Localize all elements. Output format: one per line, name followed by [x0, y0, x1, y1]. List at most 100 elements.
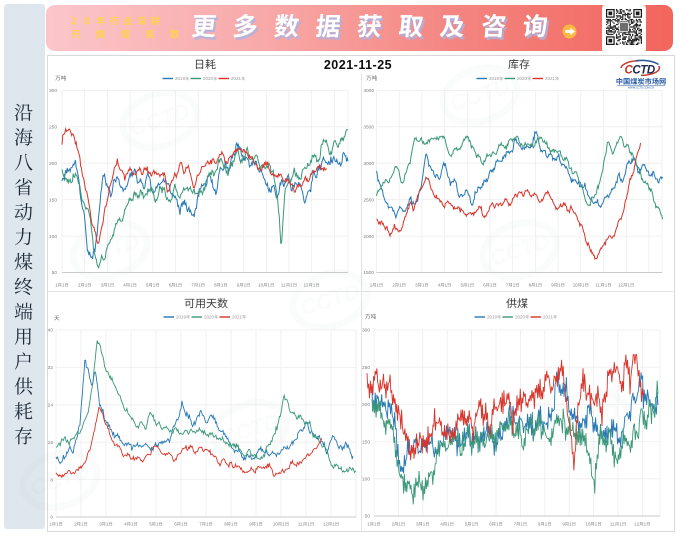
- svg-text:1: 1: [198, 283, 201, 288]
- svg-text:1: 1: [496, 522, 499, 527]
- svg-text:2: 2: [392, 283, 395, 288]
- svg-text:2020: 2020: [203, 76, 214, 81]
- svg-text:300: 300: [362, 328, 370, 334]
- svg-text:8: 8: [214, 283, 217, 288]
- svg-text:24: 24: [48, 403, 54, 409]
- svg-text:1: 1: [176, 283, 179, 288]
- svg-text:1: 1: [62, 283, 65, 288]
- svg-text:7: 7: [514, 522, 517, 527]
- svg-text:1: 1: [49, 522, 52, 527]
- svg-text:1: 1: [153, 283, 156, 288]
- svg-text:50: 50: [52, 270, 58, 276]
- svg-text:1: 1: [445, 283, 448, 288]
- svg-text:1: 1: [156, 522, 159, 527]
- svg-text:10: 10: [273, 522, 278, 527]
- svg-text:4: 4: [124, 522, 127, 527]
- svg-text:1: 1: [313, 283, 316, 288]
- svg-text:2: 2: [392, 522, 395, 527]
- svg-text:1: 1: [332, 522, 335, 527]
- svg-text:2020: 2020: [517, 76, 528, 81]
- svg-text:1: 1: [85, 283, 88, 288]
- svg-text:1: 1: [447, 522, 450, 527]
- svg-text:40: 40: [48, 328, 54, 334]
- svg-text:5: 5: [461, 283, 464, 288]
- svg-text:4: 4: [123, 283, 126, 288]
- svg-text:2020: 2020: [515, 315, 526, 320]
- svg-text:11: 11: [298, 522, 303, 527]
- svg-text:2019: 2019: [176, 315, 187, 320]
- svg-text:1: 1: [490, 283, 493, 288]
- svg-text:11: 11: [595, 283, 600, 288]
- svg-text:1: 1: [231, 522, 234, 527]
- svg-text:10: 10: [258, 283, 263, 288]
- svg-text:200: 200: [362, 402, 370, 408]
- svg-text:1: 1: [644, 522, 647, 527]
- svg-text:7: 7: [506, 283, 509, 288]
- svg-text:200: 200: [49, 161, 57, 167]
- svg-text:6: 6: [174, 522, 177, 527]
- svg-text:2021: 2021: [543, 315, 554, 320]
- svg-text:9: 9: [562, 522, 565, 527]
- svg-text:1: 1: [467, 283, 470, 288]
- svg-text:1: 1: [181, 522, 184, 527]
- svg-text:5: 5: [465, 522, 468, 527]
- svg-text:1: 1: [367, 522, 370, 527]
- svg-text:1: 1: [131, 522, 134, 527]
- svg-text:8: 8: [538, 522, 541, 527]
- svg-text:1: 1: [206, 522, 209, 527]
- svg-text:1: 1: [377, 283, 380, 288]
- svg-text:1: 1: [513, 283, 516, 288]
- svg-text:1: 1: [558, 283, 561, 288]
- svg-text:WWW.CCTD.COM.CN: WWW.CCTD.COM.CN: [628, 86, 654, 90]
- svg-text:7: 7: [191, 283, 194, 288]
- svg-text:12: 12: [634, 522, 639, 527]
- svg-text:1: 1: [130, 283, 133, 288]
- svg-text:32: 32: [48, 365, 54, 371]
- svg-text:1: 1: [520, 522, 523, 527]
- svg-text:1: 1: [81, 522, 84, 527]
- svg-text:6: 6: [489, 522, 492, 527]
- svg-text:1: 1: [627, 283, 630, 288]
- svg-text:50: 50: [365, 514, 371, 520]
- svg-text:4: 4: [438, 283, 441, 288]
- svg-text:11: 11: [610, 522, 615, 527]
- svg-text:1: 1: [422, 283, 425, 288]
- svg-text:1: 1: [582, 283, 585, 288]
- svg-text:CCTD: CCTD: [625, 65, 655, 77]
- svg-text:4000: 4000: [363, 88, 374, 94]
- svg-text:100: 100: [49, 234, 57, 240]
- svg-text:1: 1: [398, 522, 401, 527]
- svg-text:1: 1: [268, 283, 271, 288]
- svg-text:1: 1: [545, 522, 548, 527]
- svg-text:7: 7: [199, 522, 202, 527]
- svg-text:1: 1: [374, 522, 377, 527]
- svg-text:12: 12: [304, 283, 309, 288]
- svg-text:9: 9: [237, 283, 240, 288]
- svg-text:1: 1: [244, 283, 247, 288]
- svg-text:11: 11: [281, 283, 286, 288]
- svg-text:3: 3: [101, 283, 104, 288]
- svg-text:9: 9: [249, 522, 252, 527]
- svg-text:150: 150: [362, 439, 370, 445]
- svg-text:1: 1: [535, 283, 538, 288]
- svg-text:1: 1: [619, 522, 622, 527]
- svg-text:8: 8: [529, 283, 532, 288]
- svg-text:3: 3: [416, 522, 419, 527]
- svg-text:9: 9: [551, 283, 554, 288]
- svg-text:1: 1: [256, 522, 259, 527]
- svg-text:2000: 2000: [363, 234, 374, 240]
- svg-text:1: 1: [282, 522, 285, 527]
- svg-text:8: 8: [224, 522, 227, 527]
- svg-text:6: 6: [483, 283, 486, 288]
- svg-text:2: 2: [74, 522, 77, 527]
- svg-text:0: 0: [50, 515, 53, 521]
- svg-text:1: 1: [307, 522, 310, 527]
- svg-text:2020: 2020: [204, 315, 215, 320]
- svg-text:2019: 2019: [487, 315, 498, 320]
- svg-text:3000: 3000: [363, 161, 374, 167]
- svg-text:5: 5: [146, 283, 149, 288]
- svg-text:3: 3: [415, 283, 418, 288]
- svg-text:10: 10: [586, 522, 591, 527]
- svg-text:5: 5: [149, 522, 152, 527]
- svg-text:6: 6: [169, 283, 172, 288]
